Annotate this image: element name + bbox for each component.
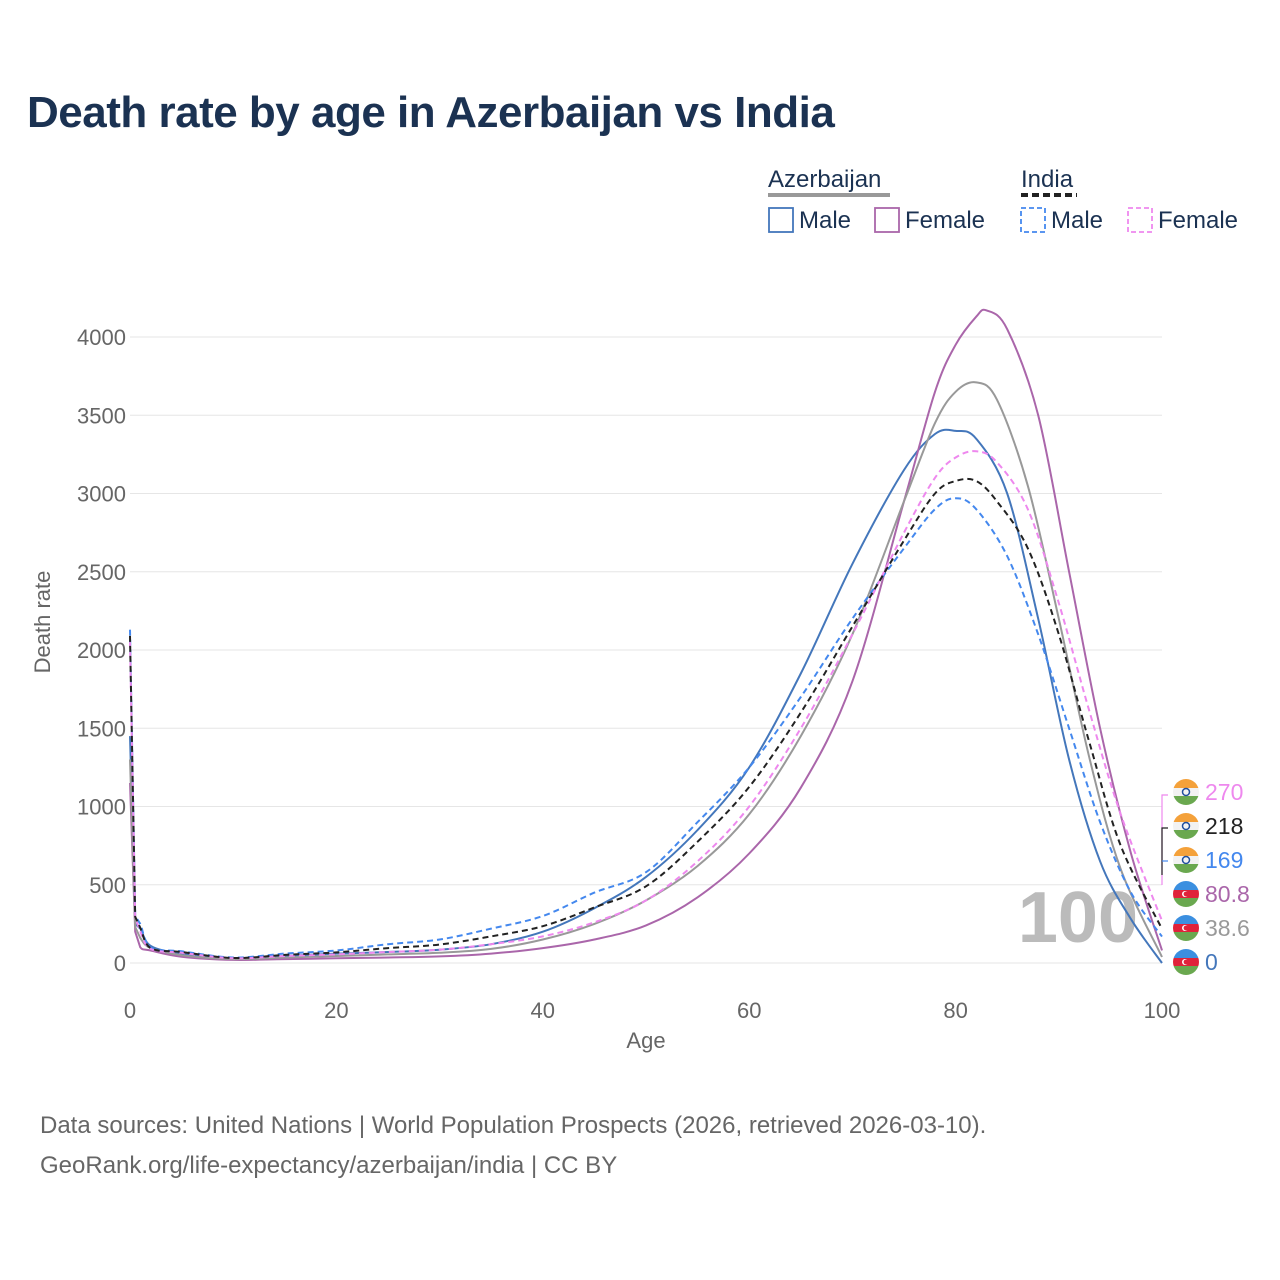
legend: Azerbaijan Male Female India Male Female — [768, 166, 1238, 234]
y-tick-label: 4000 — [77, 325, 126, 350]
india-flag-icon — [1173, 779, 1199, 805]
source-note: Data sources: United Nations | World Pop… — [40, 1106, 986, 1186]
end-label-connector — [1161, 794, 1168, 885]
y-tick-label: 1500 — [77, 716, 126, 741]
end-label-azerbaijan: 38.6 — [1173, 915, 1250, 941]
legend-item-label[interactable]: Male — [1051, 207, 1103, 234]
x-tick-label: 40 — [531, 998, 555, 1023]
azerbaijan-flag-icon — [1173, 915, 1199, 941]
legend-swatch[interactable] — [874, 207, 900, 233]
end-label-india: 270 — [1173, 779, 1243, 805]
y-tick-label: 2000 — [77, 638, 126, 663]
y-tick-label: 3000 — [77, 482, 126, 507]
legend-swatch[interactable] — [768, 207, 794, 233]
y-axis-label: Death rate — [30, 571, 55, 674]
y-tick-label: 1000 — [77, 795, 126, 820]
x-axis-label: Age — [626, 1028, 665, 1053]
end-label-india: 169 — [1173, 847, 1243, 873]
legend-swatch[interactable] — [1127, 207, 1153, 233]
end-label-azerbaijan: 0 — [1173, 949, 1218, 975]
x-tick-label: 100 — [1144, 998, 1181, 1023]
series-line-india-male[interactable] — [129, 497, 1163, 959]
end-value-label: 218 — [1205, 813, 1243, 839]
y-tick-label: 500 — [89, 873, 126, 898]
chart-title: Death rate by age in Azerbaijan vs India — [27, 88, 835, 137]
india-flag-icon — [1173, 847, 1199, 873]
legend-group-azerbaijan: Azerbaijan — [768, 166, 881, 193]
end-value-label: 38.6 — [1205, 915, 1250, 941]
legend-item-label[interactable]: Female — [1158, 207, 1238, 234]
source-line: Data sources: United Nations | World Pop… — [40, 1112, 987, 1139]
y-tick-label: 0 — [114, 951, 126, 976]
series-line-azerbaijan-female[interactable] — [129, 308, 1163, 961]
cursor-age-label: 100 — [1018, 878, 1138, 958]
azerbaijan-flag-icon — [1173, 949, 1199, 975]
legend-item-label[interactable]: Female — [905, 207, 985, 234]
end-value-label: 169 — [1205, 847, 1243, 873]
end-label-connector — [1161, 827, 1168, 875]
attribution-line[interactable]: GeoRank.org/life-expectancy/azerbaijan/i… — [40, 1152, 618, 1179]
series-lines — [129, 308, 1163, 964]
end-label-india: 218 — [1173, 813, 1243, 839]
end-label-azerbaijan: 80.8 — [1173, 881, 1250, 907]
legend-item-label[interactable]: Male — [799, 207, 851, 234]
end-value-label: 80.8 — [1205, 881, 1250, 907]
india-flag-icon — [1173, 813, 1199, 839]
y-tick-label: 3500 — [77, 403, 126, 428]
x-tick-label: 80 — [943, 998, 967, 1023]
end-labels: 270 218 169 80.8 38.6 0 — [1161, 779, 1250, 975]
x-axis-ticks: 0 20 40 60 80 100 — [124, 998, 1180, 1023]
end-value-label: 0 — [1205, 949, 1218, 975]
series-line-azerbaijan-male[interactable] — [129, 428, 1163, 964]
end-value-label: 270 — [1205, 779, 1243, 805]
legend-group-india: India — [1021, 166, 1074, 193]
y-axis-ticks: 0 500 1000 1500 2000 2500 3000 3500 4000 — [77, 325, 126, 976]
gridlines — [130, 336, 1162, 964]
series-line-india-female[interactable] — [129, 450, 1163, 960]
azerbaijan-flag-icon — [1173, 881, 1199, 907]
series-line-india-both-sexes[interactable] — [129, 477, 1163, 960]
x-tick-label: 60 — [737, 998, 761, 1023]
y-tick-label: 2500 — [77, 560, 126, 585]
x-tick-label: 20 — [324, 998, 348, 1023]
x-tick-label: 0 — [124, 998, 136, 1023]
legend-swatch[interactable] — [1020, 207, 1046, 233]
